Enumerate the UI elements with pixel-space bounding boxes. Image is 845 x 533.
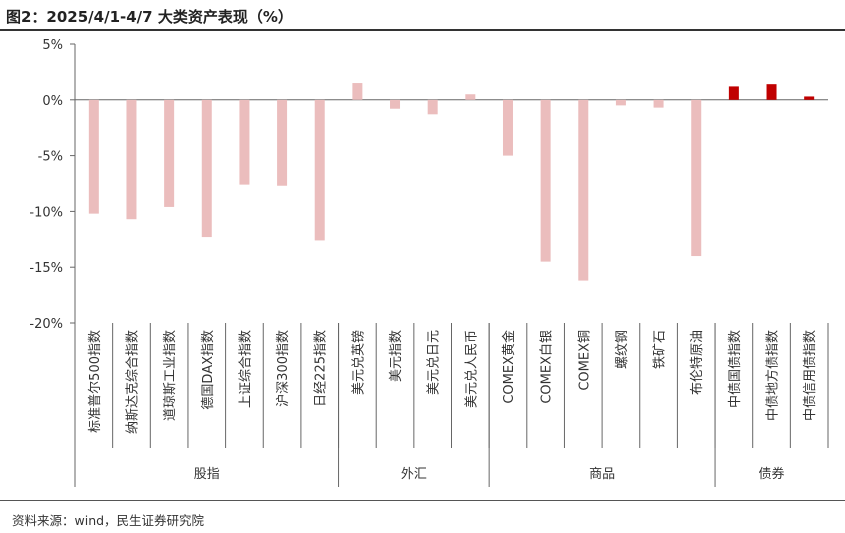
bar [540,99,551,262]
bar [314,99,325,241]
bar [164,99,175,207]
bar [615,99,626,106]
group-label: 债券 [759,466,785,482]
category-label: COMEX铜 [577,330,592,391]
category-label: 日经225指数 [314,330,329,407]
bar-chart: 5% 0% -5% -10% -15% -20% 股指 外汇 商品 债券 标准普尔500指数 纳斯达… [29,38,829,487]
category-label: 中债地方债指数 [765,330,781,421]
y-tick-label: -20% [29,317,63,332]
bar [126,99,137,220]
bar [502,99,513,156]
bar [201,99,212,238]
category-label: COMEX白银 [539,330,555,404]
bar [239,99,250,185]
bar [804,96,815,100]
chart-bars [88,83,815,281]
category-label: 纳斯达克综合指数 [125,330,140,434]
chart-title: 图2：2025/4/1-4/7 大类资产表现（%） [6,8,293,26]
category-label: 中债国债指数 [728,330,743,408]
bar [691,99,702,257]
y-tick-label: 5% [42,38,63,53]
category-label: 德国DAX指数 [201,330,216,410]
bar [427,99,438,115]
chart-labels: 股指 外汇 商品 债券 标准普尔500指数 纳斯达克综合指数 道琼斯工业指数 德国DAX指数 上… [88,330,818,482]
bar [88,99,99,214]
y-tick-label: -10% [29,205,63,220]
group-label: 商品 [589,467,615,482]
bar [578,99,589,281]
category-label: 美元兑英镑 [350,330,366,395]
bar [277,99,288,186]
title-underline [0,29,845,31]
bar [728,86,739,100]
y-tick-label: -5% [38,150,63,165]
group-label: 外汇 [401,467,427,482]
group-label: 股指 [194,467,220,482]
bar [653,99,664,108]
category-label: 标准普尔500指数 [88,330,103,433]
category-label: COMEX黄金 [501,330,517,404]
source-note: 资料来源：wind，民生证券研究院 [12,513,205,528]
category-label: 美元兑日元 [427,330,442,395]
category-label: 中债信用债指数 [803,330,818,421]
bar [352,83,363,100]
category-label: 美元兑人民币 [464,330,479,408]
y-tick-label: 0% [42,94,63,109]
y-tick-label: -15% [29,261,63,276]
category-label: 螺纹钢 [615,330,630,369]
category-label: 布伦特原油 [690,330,705,395]
footer-divider [0,500,845,501]
category-label: 美元指数 [389,330,404,382]
bar [766,84,777,100]
bar [465,94,476,100]
category-label: 上证综合指数 [238,330,253,408]
chart-axes: 5% 0% -5% -10% -15% -20% [29,38,829,487]
category-label: 沪深300指数 [275,330,291,407]
category-label: 道琼斯工业指数 [163,330,178,421]
category-label: 铁矿石 [653,330,668,369]
bar [390,99,401,109]
